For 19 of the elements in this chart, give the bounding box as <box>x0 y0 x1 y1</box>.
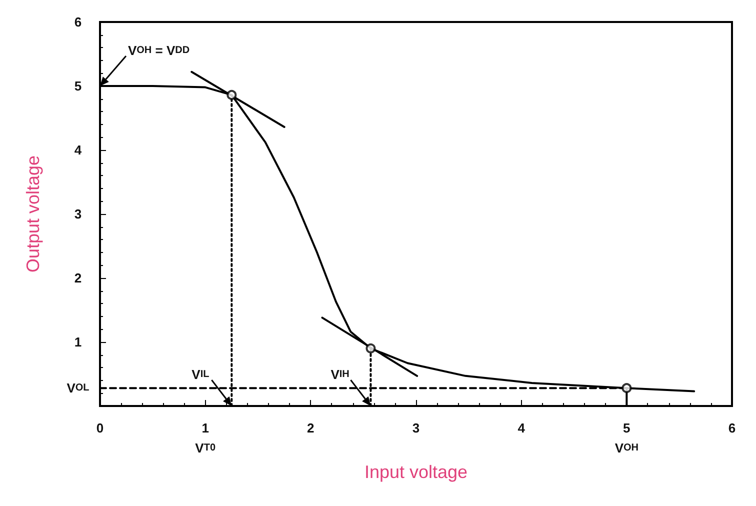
annotation: VOH = VDD <box>128 43 190 58</box>
y-tick-label: 5 <box>74 78 82 94</box>
y-tick-label: 1 <box>74 334 82 350</box>
x-tick-label: 6 <box>728 420 736 436</box>
x-tick-label: 3 <box>412 420 420 436</box>
x-tick-label: 4 <box>518 420 526 436</box>
annotation: VIH <box>330 367 350 382</box>
y-tick-label: 3 <box>74 206 82 222</box>
x-tick-label: 0 <box>96 420 104 436</box>
y-axis-title: Output voltage <box>23 155 43 273</box>
x-tick-label: 1 VT0 <box>195 420 216 456</box>
y-tick-label: VOL <box>66 380 90 396</box>
x-tick-label: 2 <box>307 420 314 436</box>
annotation: VIL <box>192 367 210 382</box>
y-tick-label: 6 <box>74 14 82 30</box>
y-tick-label: 2 <box>74 270 82 286</box>
x-axis-title: Input voltage <box>364 462 468 482</box>
x-tick-label: 5 VOH <box>614 420 638 456</box>
y-tick-label: 4 <box>74 142 82 158</box>
